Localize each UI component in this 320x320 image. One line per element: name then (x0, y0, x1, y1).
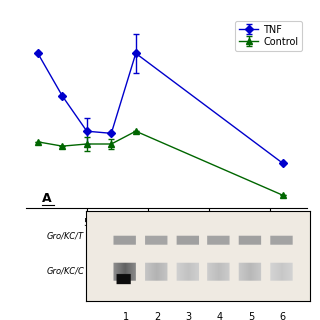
Text: 6: 6 (279, 312, 285, 320)
Text: 5: 5 (248, 312, 254, 320)
Text: 4: 4 (217, 312, 223, 320)
Text: 2: 2 (154, 312, 160, 320)
Text: A: A (42, 192, 51, 205)
Text: 3: 3 (185, 312, 191, 320)
Text: Gro/KC/T: Gro/KC/T (47, 232, 84, 241)
Legend: TNF, Control: TNF, Control (235, 21, 302, 51)
Text: Gro/KC/C: Gro/KC/C (46, 267, 84, 276)
X-axis label: Time (h): Time (h) (143, 230, 190, 241)
Text: 1: 1 (123, 312, 129, 320)
